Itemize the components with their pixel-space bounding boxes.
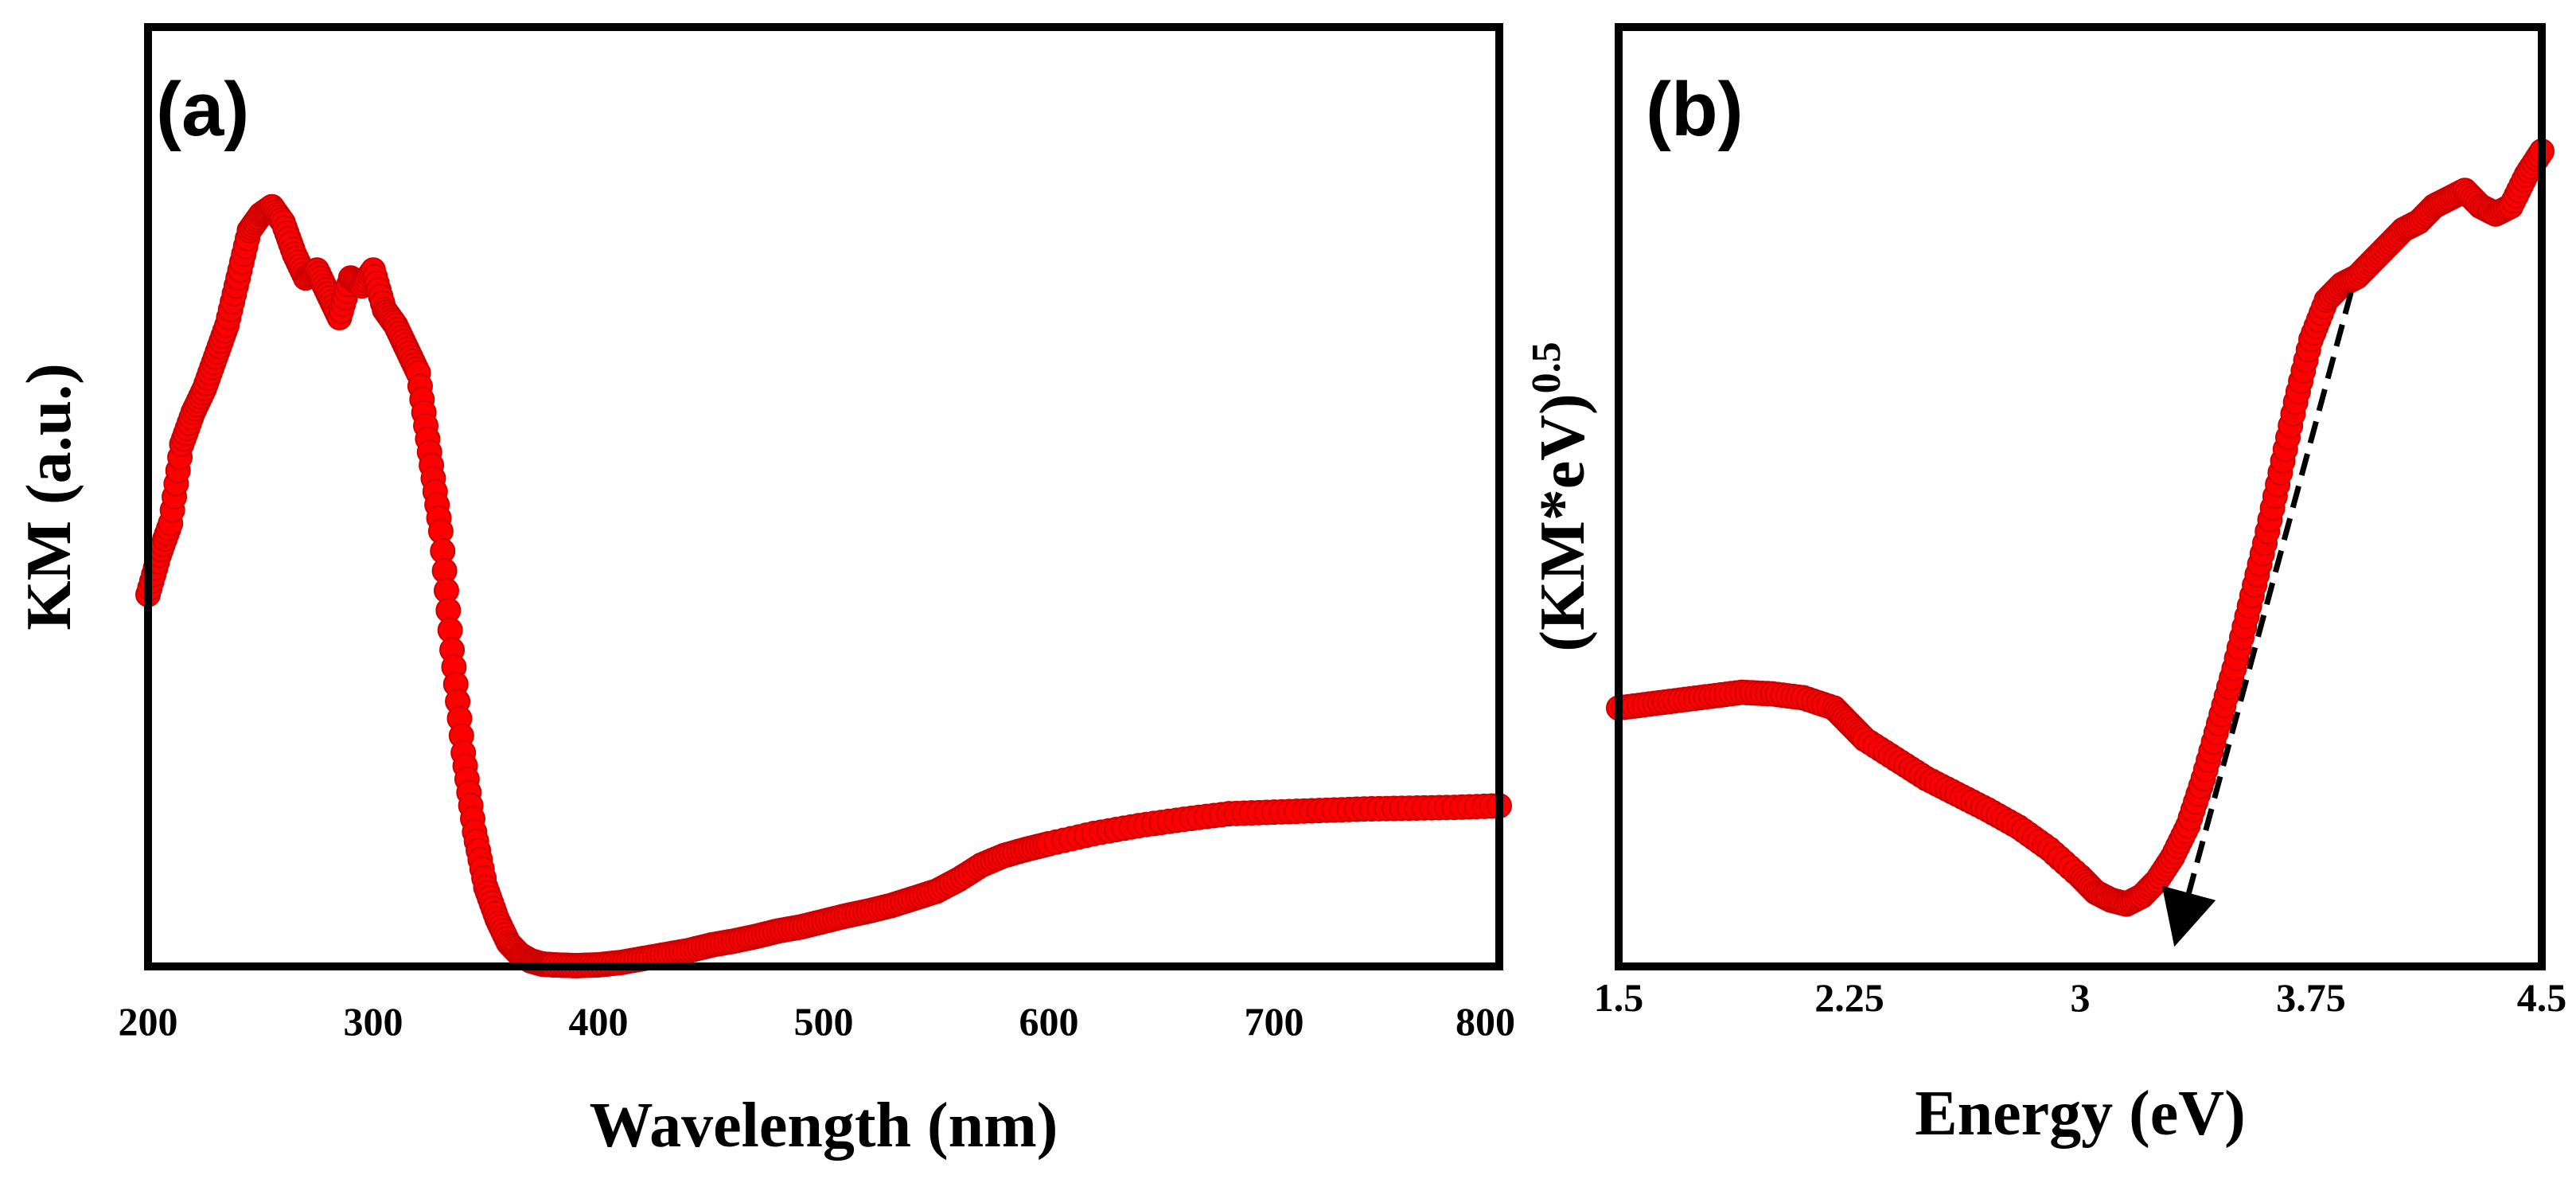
x-tick-label-a-2: 400: [569, 999, 629, 1044]
x-tick-label-a-0: 200: [119, 999, 178, 1044]
x-tick-label-a-1: 300: [344, 999, 403, 1044]
panel-b: (b) 1.5 2.25 3 3.75 4.5 Energy (eV) (KM*eV)0…: [1524, 23, 2567, 1149]
x-tick-label-a-4: 600: [1019, 999, 1079, 1044]
plot-frame-a: [144, 23, 1503, 970]
x-tick-label-b-0: 1.5: [1594, 975, 1644, 1020]
panel-label-b: (b): [1646, 67, 1744, 152]
x-tick-label-a-3: 500: [794, 999, 854, 1044]
y-axis-label-b-superscript: 0.5: [1524, 342, 1569, 393]
data-points-b: [1606, 139, 2555, 917]
x-tick-label-b-2: 3: [2071, 975, 2091, 1020]
tangent-arrow: [2161, 291, 2354, 947]
x-tick-label-b-3: 3.75: [2276, 975, 2346, 1020]
data-points-a: [135, 193, 1512, 979]
x-tick-labels-a: 200 300 400 500 600 700 800: [119, 999, 1516, 1044]
plot-frame-b: [1615, 23, 2546, 970]
x-tick-label-a-5: 700: [1245, 999, 1304, 1044]
panel-a: (a) 200 300 400 500 600 700 800 Wavelength (nm…: [14, 23, 1516, 1161]
x-axis-label-a: Wavelength (nm): [590, 1091, 1058, 1161]
y-axis-label-b-main: (KM*eV): [1528, 393, 1598, 651]
x-tick-label-b-4: 4.5: [2517, 975, 2567, 1020]
panel-label-a: (a): [156, 67, 249, 152]
y-axis-label-b: (KM*eV)0.5: [1524, 342, 1598, 651]
x-tick-label-a-6: 800: [1456, 999, 1515, 1044]
x-tick-label-b-1: 2.25: [1814, 975, 1884, 1020]
x-axis-label-b: Energy (eV): [1915, 1079, 2245, 1149]
y-axis-label-a: KM (a.u.): [14, 363, 84, 630]
x-tick-labels-b: 1.5 2.25 3 3.75 4.5: [1594, 975, 2567, 1020]
